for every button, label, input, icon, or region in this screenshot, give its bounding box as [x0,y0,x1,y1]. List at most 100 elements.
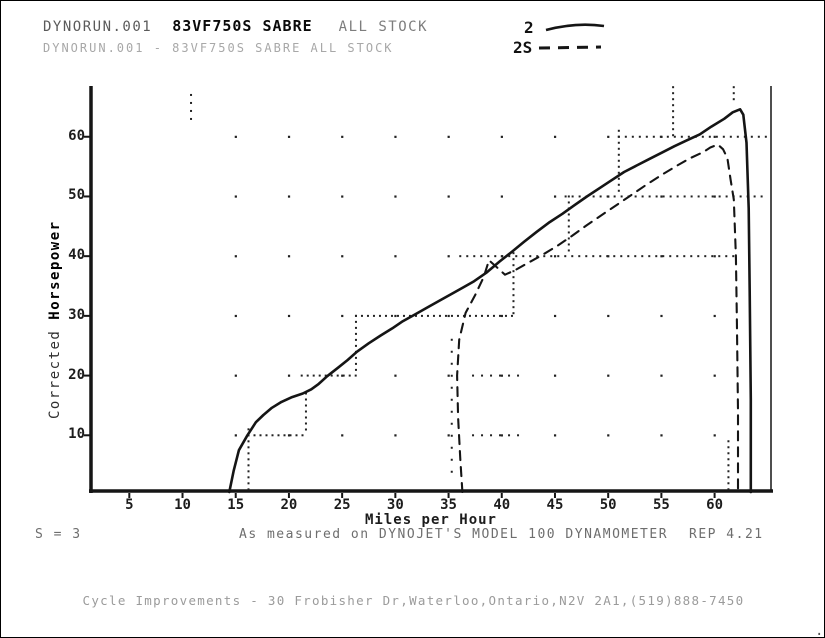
staircase-dot [306,374,309,377]
staircase-dot [480,314,483,317]
staircase-dot [669,255,672,258]
footer-measured-note: As measured on DYNOJET'S MODEL 100 DYNAM… [239,527,669,542]
staircase-dot [617,153,620,156]
staircase-dot [494,255,497,258]
staircase-dot [672,116,675,119]
staircase-dot [499,434,502,437]
grid-dot [447,195,450,198]
grid-dot [447,135,450,138]
staircase-dot [648,255,651,258]
grid-dot [341,374,344,377]
header-run1-line: DYNORUN.001 83VF750S SABRE ALL STOCK [43,17,428,35]
staircase-dot [354,314,357,317]
staircase-dot [499,374,502,377]
staircase-dot [725,195,728,198]
y-tick-label-50: 50 [68,187,85,204]
staircase-dot [253,434,256,437]
staircase-dot [512,264,515,267]
staircase-dot [652,135,655,138]
staircase-dot [567,213,570,216]
staircase-dot [672,98,675,101]
grid-dot [713,374,716,377]
staircase-dot [617,135,620,138]
staircase-dot [567,225,570,228]
staircase-dot [517,374,520,377]
staircase-dot [727,440,730,443]
staircase-dot [508,255,511,258]
staircase-dot [432,314,435,317]
staircase-dot [450,446,453,449]
staircase-dot [659,135,662,138]
staircase-dot [354,344,357,347]
staircase-dot [676,255,679,258]
staircase-dot [662,255,665,258]
staircase-dot [672,86,675,89]
grid-dot [341,434,344,437]
staircase-dot [512,294,515,297]
grid-dot [553,374,557,377]
staircase-dot [354,362,357,365]
staircase-dot [481,374,484,377]
staircase-dot [732,92,735,95]
staircase-dot [672,104,675,107]
staircase-dot [512,258,515,261]
staircase-dot [468,314,471,317]
staircase-dot [473,255,476,258]
staircase-dot [715,135,718,138]
staircase-dot [517,434,520,437]
grid-dot [447,434,450,437]
staircase-dot [567,249,570,252]
staircase-dot [617,147,620,150]
grid-dot [341,135,344,138]
staircase-dot [472,434,475,437]
staircase-dot [624,135,627,138]
staircase-dot [599,255,602,258]
staircase-dot [444,314,447,317]
staircase-dot [190,93,193,96]
grid-dot [447,374,450,377]
staircase-dot [617,177,620,180]
staircase-dot [672,128,675,131]
staircase-dot [567,201,570,204]
staircase-dot [512,312,515,315]
staircase-dot [536,255,539,258]
staircase-dot [481,434,484,437]
legend-dashed-line [538,45,602,50]
staircase-dot [247,440,250,443]
staircase-dot [620,195,623,198]
staircase-dot [450,410,453,413]
staircase-dot [638,135,641,138]
grid-dot [341,314,344,318]
legend-run2-label: 2 [524,18,534,37]
staircase-dot [426,314,429,317]
staircase-dot [529,255,532,258]
curve-run-2 [228,108,753,494]
staircase-dot [450,314,453,317]
staircase-dot [687,135,690,138]
staircase-dot [438,314,441,317]
staircase-dot [613,255,616,258]
staircase-dot [662,195,665,198]
staircase-dot [578,255,581,258]
staircase-dot [271,434,274,437]
staircase-dot [727,452,730,455]
staircase-dot [247,470,250,473]
staircase-dot [617,141,620,144]
staircase-dot [655,195,658,198]
staircase-dot [620,255,623,258]
staircase-dot [247,458,250,461]
staircase-dot [673,135,676,138]
staircase-dot [354,338,357,341]
staircase-dot [277,434,280,437]
staircase-dot [490,434,493,437]
staircase-dot [348,374,351,377]
staircase-dot [567,231,570,234]
staircase-dot [300,374,303,377]
staircase-dot [727,470,730,473]
staircase-dot [666,135,669,138]
staircase-dot [504,314,507,317]
staircase-dot [450,470,453,473]
grid-dot [234,255,237,258]
grid-dot [713,434,716,437]
x-tick-label-5: 5 [125,497,134,513]
